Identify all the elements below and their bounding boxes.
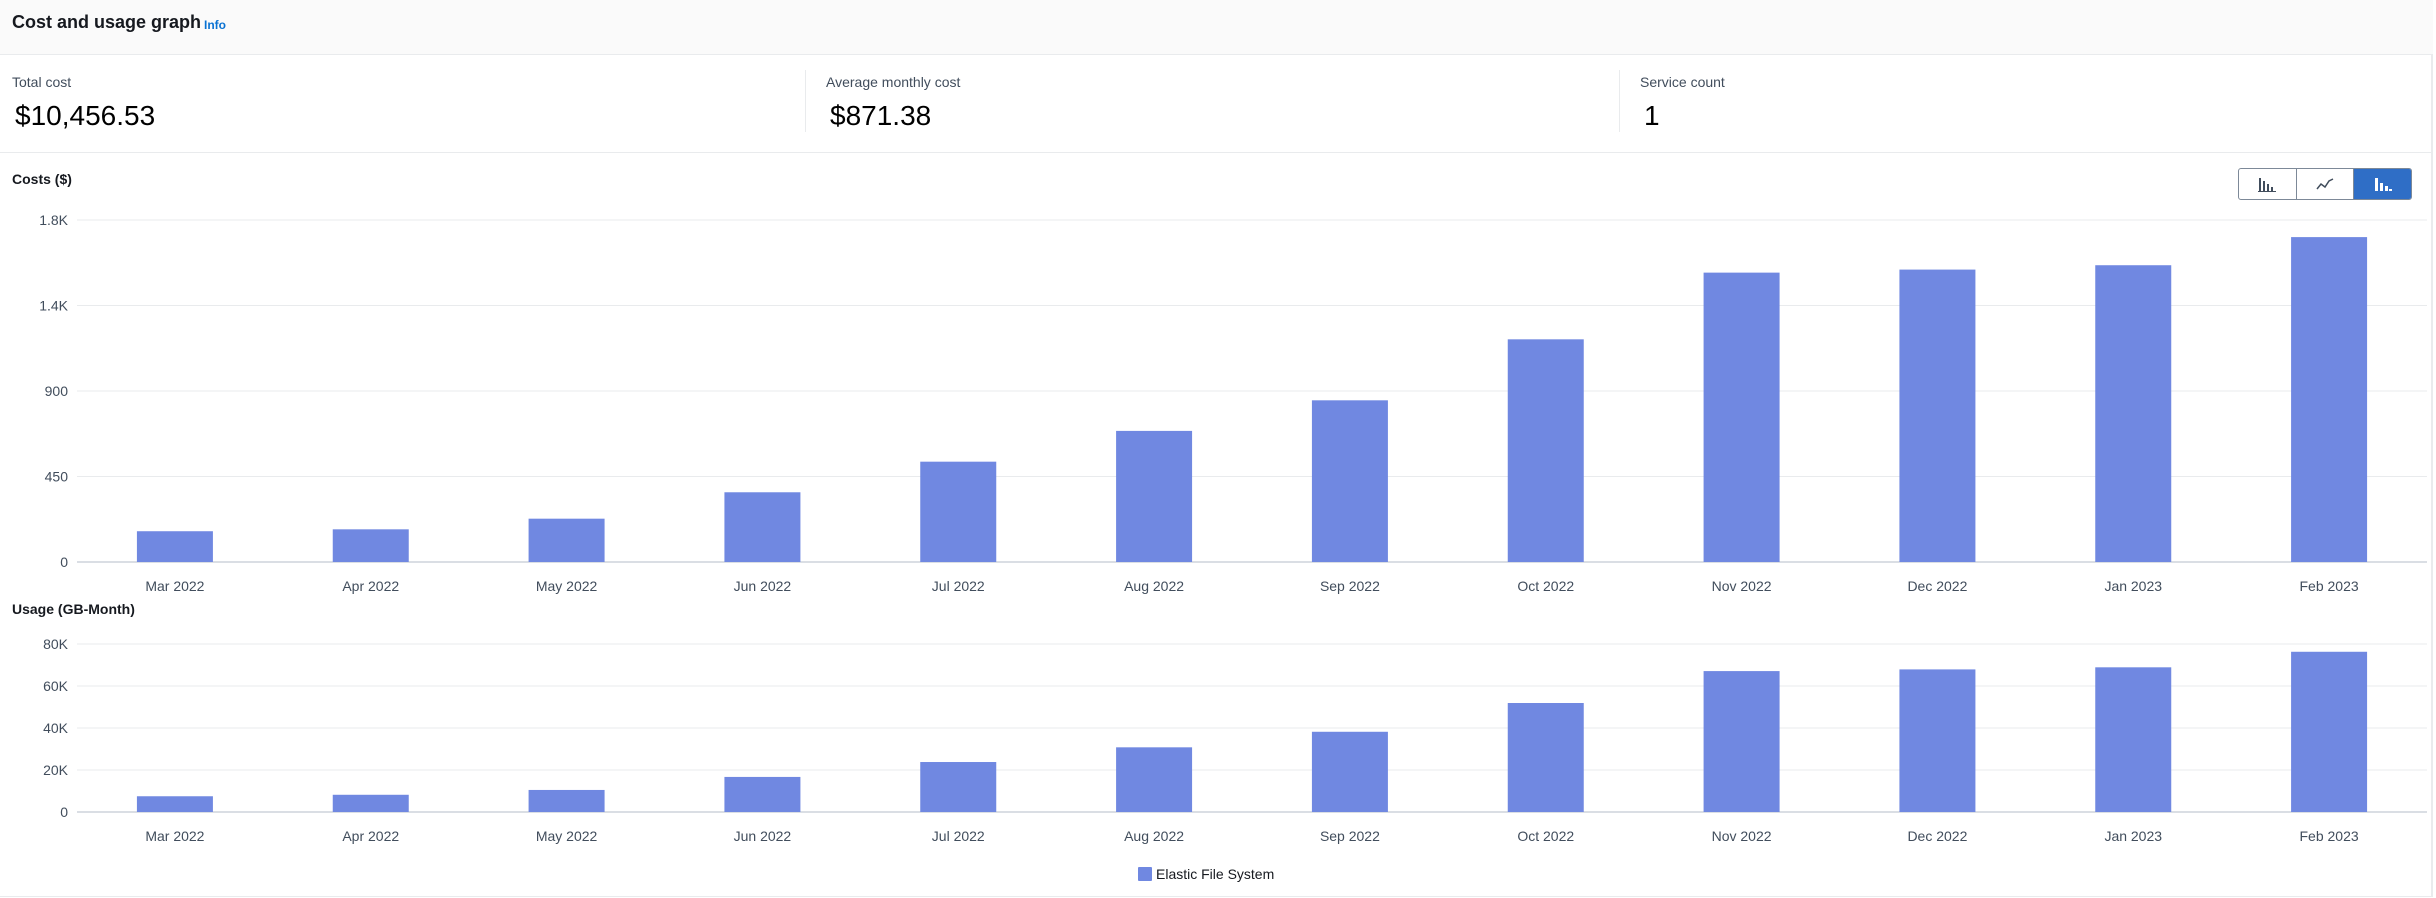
stacked-bar-chart-icon: [2374, 178, 2392, 191]
cost-bar[interactable]: [332, 529, 409, 562]
cost-y-tick-label: 0: [60, 554, 68, 570]
usage-bar-chart: 0 20K 40K 60K 80K Mar 2022 Apr 2022 May 2022 Jun…: [43, 636, 2427, 844]
metric-label: Service count: [1640, 74, 1725, 90]
usage-bar[interactable]: [724, 776, 801, 812]
cost-x-tick-label: Apr 2022: [342, 578, 399, 594]
usage-bar[interactable]: [332, 794, 409, 812]
cost-bar[interactable]: [528, 518, 605, 562]
cost-bar[interactable]: [920, 461, 997, 562]
usage-x-tick-label: Feb 2023: [2299, 828, 2358, 844]
cost-bar[interactable]: [2095, 265, 2172, 562]
cost-bar[interactable]: [1703, 272, 1780, 562]
usage-x-tick-label: Nov 2022: [1712, 828, 1772, 844]
cost-y-tick-label: 1.8K: [39, 212, 68, 228]
panel-title: Cost and usage graph: [12, 12, 202, 32]
cost-bar[interactable]: [2291, 237, 2368, 562]
usage-bar[interactable]: [136, 796, 213, 812]
info-link[interactable]: Info: [204, 18, 226, 32]
metric-label: Total cost: [12, 74, 72, 90]
usage-bar[interactable]: [1311, 731, 1388, 812]
cost-y-tick-label: 1.4K: [39, 298, 68, 314]
metric-service-count: Service count 1: [1640, 74, 1725, 131]
usage-x-tick-label: Jul 2022: [932, 828, 985, 844]
usage-x-tick-label: Jan 2023: [2104, 828, 2162, 844]
cost-y-tick-label: 900: [45, 383, 69, 399]
cost-x-tick-label: Sep 2022: [1320, 578, 1380, 594]
usage-x-tick-label: Dec 2022: [1907, 828, 1967, 844]
usage-x-tick-label: Mar 2022: [145, 828, 204, 844]
usage-y-tick-label: 20K: [43, 762, 69, 778]
panel-header: Cost and usage graph Info: [0, 0, 2433, 55]
cost-bar[interactable]: [1311, 400, 1388, 562]
usage-bar[interactable]: [1507, 703, 1584, 812]
line-chart-toggle-button[interactable]: [2297, 169, 2355, 199]
usage-x-tick-label: Apr 2022: [342, 828, 399, 844]
metric-average-monthly-cost: Average monthly cost $871.38: [826, 74, 961, 131]
usage-y-tick-label: 80K: [43, 636, 69, 652]
cost-x-tick-label: May 2022: [536, 578, 598, 594]
cost-bar-chart: 0 450 900 1.4K 1.8K Mar 2022 Apr 2022 May 2022 J…: [39, 212, 2427, 594]
cost-x-tick-label: Dec 2022: [1907, 578, 1967, 594]
usage-x-tick-label: May 2022: [536, 828, 598, 844]
metric-value: 1: [1644, 100, 1660, 131]
cost-bar[interactable]: [724, 492, 801, 562]
bar-chart-toggle-button[interactable]: [2239, 169, 2297, 199]
metric-value: $10,456.53: [15, 100, 156, 131]
usage-chart-title: Usage (GB-Month): [12, 601, 135, 617]
usage-bar[interactable]: [1703, 671, 1780, 812]
cost-x-tick-label: Jan 2023: [2104, 578, 2162, 594]
metric-label: Average monthly cost: [826, 74, 961, 90]
metric-value: $871.38: [830, 100, 932, 131]
section-divider: [0, 152, 2433, 153]
usage-bar[interactable]: [1899, 669, 1976, 812]
bar-chart-icon: [2258, 178, 2277, 192]
usage-x-tick-label: Sep 2022: [1320, 828, 1380, 844]
cost-x-tick-label: Mar 2022: [145, 578, 204, 594]
usage-bar[interactable]: [2095, 667, 2172, 812]
cost-bar[interactable]: [1116, 430, 1193, 562]
metric-total-cost: Total cost $10,456.53: [12, 74, 155, 131]
usage-bar[interactable]: [2291, 651, 2368, 812]
cost-x-tick-label: Nov 2022: [1712, 578, 1772, 594]
usage-bar[interactable]: [1116, 747, 1193, 812]
usage-x-tick-label: Aug 2022: [1124, 828, 1184, 844]
usage-y-tick-label: 40K: [43, 720, 69, 736]
cost-chart-title: Costs ($): [12, 171, 72, 187]
usage-bar[interactable]: [528, 789, 605, 812]
cost-y-tick-label: 450: [45, 469, 69, 485]
chart-legend[interactable]: Elastic File System: [1138, 866, 1274, 882]
metric-divider: [805, 70, 806, 132]
cost-x-tick-label: Feb 2023: [2299, 578, 2358, 594]
usage-x-tick-label: Oct 2022: [1517, 828, 1574, 844]
legend-label: Elastic File System: [1156, 866, 1275, 882]
cost-bar[interactable]: [1507, 339, 1584, 562]
stacked-bar-chart-toggle-button[interactable]: [2354, 169, 2411, 199]
usage-y-tick-label: 60K: [43, 678, 69, 694]
cost-bar[interactable]: [136, 531, 213, 562]
cost-x-tick-label: Jun 2022: [734, 578, 792, 594]
cost-x-tick-label: Aug 2022: [1124, 578, 1184, 594]
metric-divider: [1619, 70, 1620, 132]
usage-y-tick-label: 0: [60, 804, 68, 820]
usage-bar[interactable]: [920, 762, 997, 812]
cost-x-tick-label: Jul 2022: [932, 578, 985, 594]
cost-bar[interactable]: [1899, 269, 1976, 562]
cost-x-tick-label: Oct 2022: [1517, 578, 1574, 594]
usage-x-tick-label: Jun 2022: [734, 828, 792, 844]
chart-type-toggle: [2238, 168, 2412, 200]
legend-swatch: [1138, 867, 1152, 881]
line-chart-icon: [2316, 178, 2334, 190]
